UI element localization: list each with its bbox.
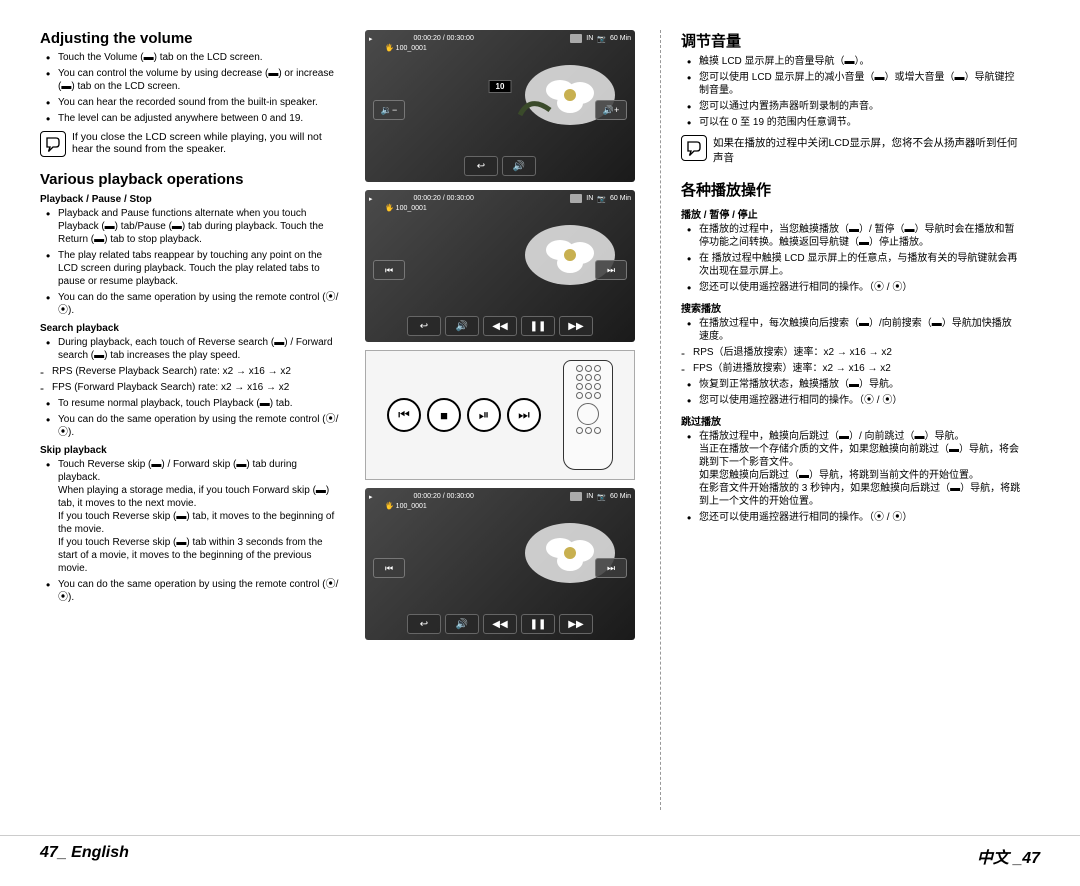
pause-button[interactable]: ❚❚ — [521, 316, 555, 336]
h3-search-en: Search playback — [40, 323, 340, 334]
center-column: ▸ 00:00:20 / 00:30:00 IN 📷 60 Min 🖐 100_… — [360, 30, 640, 810]
heading-playback-zh: 各种播放操作 — [681, 179, 1021, 200]
ff-button[interactable]: ▶▶ — [559, 614, 593, 634]
h3-search-zh: 搜索播放 — [681, 300, 1021, 315]
remote-playpause-icon: ⏯ — [467, 398, 501, 432]
vol-icon-button[interactable]: 🔊 — [502, 156, 536, 176]
note-zh-1: 如果在播放的过程中关闭LCD显示屏，您将不会从扬声器听到任何声音 — [681, 135, 1021, 165]
remote-body — [563, 360, 613, 470]
return-button[interactable]: ↩ — [407, 316, 441, 336]
remote-diagram: ⏮ ■ ⏯ ⏭ — [365, 350, 635, 480]
heading-volume: Adjusting the volume — [40, 30, 340, 47]
skip-fwd-button[interactable]: ⏭ — [595, 558, 627, 578]
vol-button[interactable]: 🔊 — [445, 614, 479, 634]
h3-skip-zh: 跳过播放 — [681, 413, 1021, 428]
return-button[interactable]: ↩ — [464, 156, 498, 176]
h3-skip-en: Skip playback — [40, 445, 340, 456]
h3-pps-en: Playback / Pause / Stop — [40, 194, 340, 205]
remote-next-icon: ⏭ — [507, 398, 541, 432]
vol-up-button[interactable]: 🔊+ — [595, 100, 627, 120]
return-button[interactable]: ↩ — [407, 614, 441, 634]
heading-volume-zh: 调节音量 — [681, 30, 1021, 51]
vol-down-button[interactable]: 🔉− — [373, 100, 405, 120]
rec-icon: ▸ — [369, 35, 373, 43]
lcd-playback: ▸ 00:00:20 / 00:30:00 IN 📷 60 Min 🖐 100_… — [365, 190, 635, 342]
heading-playback: Various playback operations — [40, 171, 340, 188]
h3-pps-zh: 播放 / 暂停 / 停止 — [681, 206, 1021, 221]
right-column: 调节音量 触摸 LCD 显示屏上的音量导航（▬）。 您可以使用 LCD 显示屏上… — [681, 30, 1021, 810]
vol-button[interactable]: 🔊 — [445, 316, 479, 336]
note-icon — [681, 135, 707, 161]
remote-prev-icon: ⏮ — [387, 398, 421, 432]
page-number-zh: 中文 _47 — [977, 844, 1040, 868]
footer: 47_ English 中文 _47 — [0, 835, 1080, 868]
remote-stop-icon: ■ — [427, 398, 461, 432]
left-column: Adjusting the volume Touch the Volume (▬… — [40, 30, 340, 810]
skip-back-button[interactable]: ⏮ — [373, 260, 405, 280]
rew-button[interactable]: ◀◀ — [483, 316, 517, 336]
skip-back-button[interactable]: ⏮ — [373, 558, 405, 578]
pause-button[interactable]: ❚❚ — [521, 614, 555, 634]
note-icon — [40, 131, 66, 157]
vol-list-en: Touch the Volume (▬) tab on the LCD scre… — [40, 51, 340, 125]
volume-value: 10 — [489, 80, 512, 93]
ff-button[interactable]: ▶▶ — [559, 316, 593, 336]
note-en-1: If you close the LCD screen while playin… — [40, 131, 340, 157]
skip-fwd-button[interactable]: ⏭ — [595, 260, 627, 280]
lcd-volume: ▸ 00:00:20 / 00:30:00 IN 📷 60 Min 🖐 100_… — [365, 30, 635, 182]
page-number-en: 47_ English — [40, 844, 129, 868]
rew-button[interactable]: ◀◀ — [483, 614, 517, 634]
lcd-playback-2: ▸ 00:00:20 / 00:30:00 IN 📷 60 Min 🖐 100_… — [365, 488, 635, 640]
